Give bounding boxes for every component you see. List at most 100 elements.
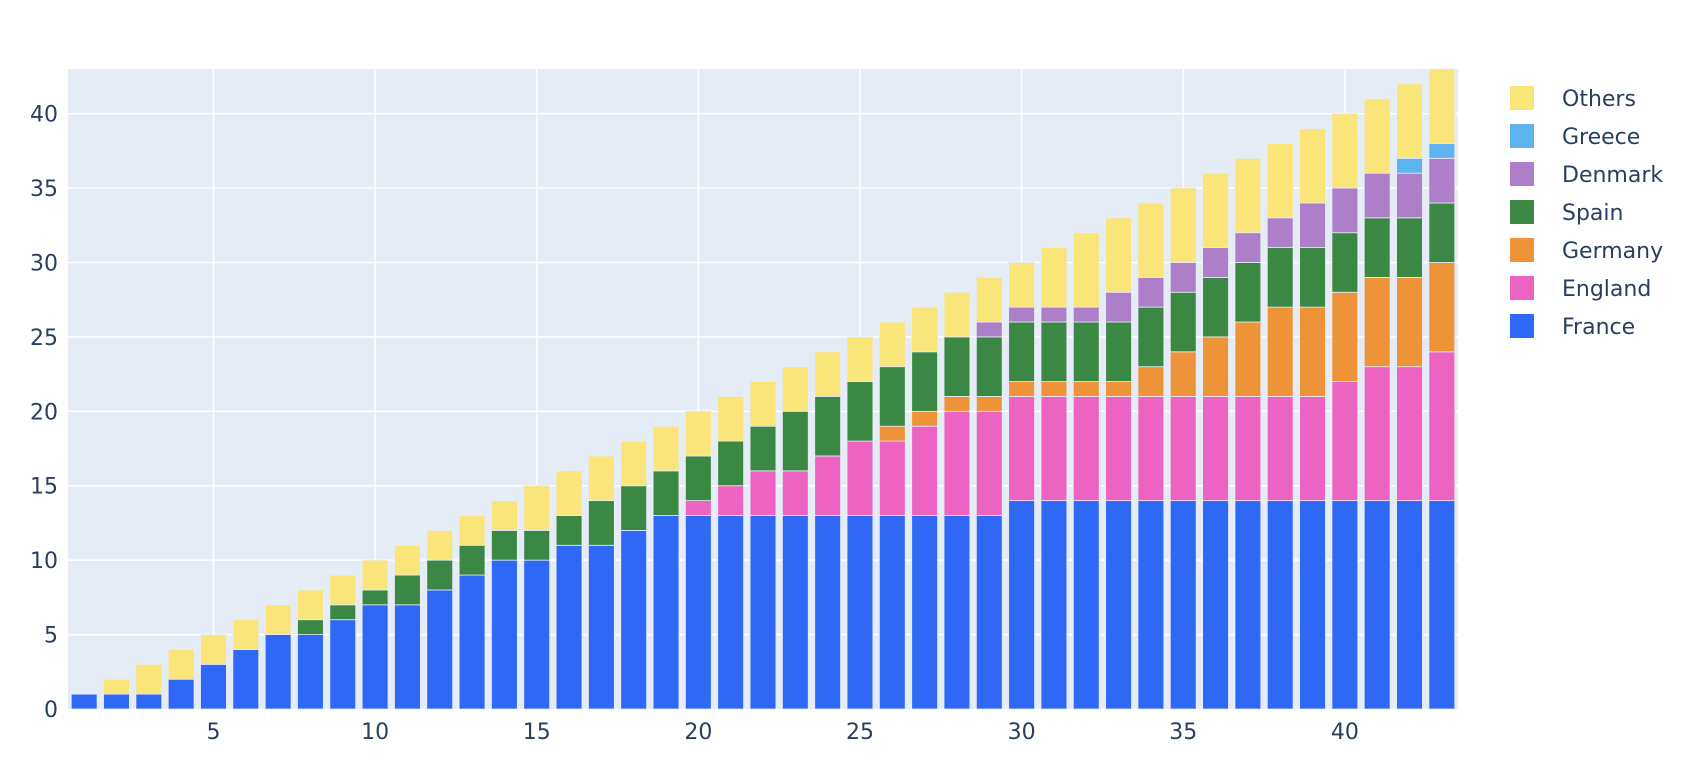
bar-segment-others xyxy=(329,574,357,606)
y-tick-label: 35 xyxy=(30,177,58,202)
bar-segment-france xyxy=(555,544,583,710)
bar-segment-spain xyxy=(1105,321,1132,382)
bar-segment-france xyxy=(652,515,680,710)
bar-segment-germany xyxy=(1008,381,1035,397)
bar-segment-others xyxy=(426,529,454,561)
bar-segment-france xyxy=(297,634,324,710)
bar-segment-france xyxy=(458,574,486,710)
y-tick-label: 40 xyxy=(30,103,58,128)
bar-segment-germany xyxy=(1202,336,1229,397)
y-tick-label: 15 xyxy=(30,475,58,500)
bar-segment-germany xyxy=(878,425,906,442)
bar-segment-greece xyxy=(1428,143,1456,159)
bar-segment-england xyxy=(717,485,745,516)
bar-segment-spain xyxy=(943,336,971,397)
bar-segment-denmark xyxy=(975,321,1003,338)
y-tick-label: 20 xyxy=(30,400,58,425)
bar-segment-spain xyxy=(329,604,357,621)
bar-segment-spain xyxy=(1202,276,1229,338)
x-tick-label: 15 xyxy=(523,720,551,745)
bar-segment-england xyxy=(1169,396,1197,502)
bar-segment-others xyxy=(620,440,648,487)
bar-segment-spain xyxy=(394,574,421,606)
bar-segment-denmark xyxy=(1008,306,1035,323)
bar-segment-spain xyxy=(781,410,809,472)
y-tick-label: 10 xyxy=(30,549,58,574)
bar-segment-others xyxy=(588,455,615,502)
bar-segment-france xyxy=(1266,500,1294,710)
bar-segment-denmark xyxy=(1105,291,1132,323)
x-tick-label: 40 xyxy=(1331,720,1359,745)
legend-swatch-others xyxy=(1510,86,1534,110)
bar-segment-england xyxy=(685,500,712,516)
bar-segment-spain xyxy=(717,440,745,487)
x-axis: 5 10 15 20 25 30 35 40 xyxy=(206,720,1358,745)
bar-segment-denmark xyxy=(1040,306,1068,323)
bar-segment-spain xyxy=(1072,321,1100,382)
bar-segment-others xyxy=(394,544,421,576)
bar-segment-spain xyxy=(1234,262,1262,323)
bar-segment-germany xyxy=(1105,381,1132,397)
bar-segment-spain xyxy=(1008,321,1035,382)
bar-segment-france xyxy=(1169,500,1197,710)
bar-segment-france xyxy=(943,515,971,710)
bar-segment-england xyxy=(1331,381,1359,502)
legend-swatch-greece xyxy=(1510,124,1534,148)
bar-segment-france xyxy=(1202,500,1229,710)
bar-segment-others xyxy=(167,649,195,680)
bar-segment-others xyxy=(555,470,583,516)
bar-segment-others xyxy=(1072,232,1100,308)
bar-segment-denmark xyxy=(1234,232,1262,263)
legend-label-france: France xyxy=(1562,315,1635,340)
bar-segment-others xyxy=(781,366,809,412)
bar-segment-spain xyxy=(749,425,777,472)
bar-segment-spain xyxy=(620,485,648,531)
bar-segment-denmark xyxy=(1266,217,1294,249)
bar-segment-france xyxy=(523,559,551,710)
bar-segment-denmark xyxy=(1363,172,1391,219)
bar-segment-germany xyxy=(1072,381,1100,397)
bar-segment-others xyxy=(103,678,130,695)
legend-label-spain: Spain xyxy=(1562,201,1623,226)
legend-label-others: Others xyxy=(1562,87,1636,112)
bar-segment-spain xyxy=(555,515,583,546)
bar-segment-spain xyxy=(523,529,551,561)
y-axis: 0 5 10 15 20 25 30 35 40 xyxy=(30,103,58,723)
bar-segment-france xyxy=(70,693,98,710)
bar-segment-france xyxy=(167,678,195,710)
bar-segment-spain xyxy=(814,396,841,457)
bar-segment-england xyxy=(1072,396,1100,502)
bar-segment-spain xyxy=(361,589,389,606)
bar-segment-germany xyxy=(1040,381,1068,397)
bar-segment-others xyxy=(232,619,260,650)
bar-segment-spain xyxy=(458,544,486,576)
bar-segment-france xyxy=(232,649,260,710)
legend-label-denmark: Denmark xyxy=(1562,163,1663,188)
bar-segment-others xyxy=(1202,172,1229,249)
bar-segment-spain xyxy=(911,351,938,412)
bar-segment-spain xyxy=(297,619,324,635)
bar-segment-denmark xyxy=(1428,157,1456,204)
bar-segment-spain xyxy=(1428,202,1456,263)
bar-segment-others xyxy=(685,410,712,457)
x-tick-label: 25 xyxy=(846,720,874,745)
bar-segment-spain xyxy=(426,559,454,591)
legend-swatch-england xyxy=(1510,276,1534,300)
bar-segment-spain xyxy=(1363,217,1391,278)
y-tick-label: 30 xyxy=(30,251,58,276)
bar-segment-england xyxy=(1234,396,1262,502)
legend-label-england: England xyxy=(1562,277,1651,302)
bar-segment-spain xyxy=(1169,291,1197,353)
bar-segment-germany xyxy=(911,410,938,427)
bar-segment-others xyxy=(878,321,906,368)
bar-segment-others xyxy=(1008,262,1035,308)
y-tick-label: 5 xyxy=(44,624,58,649)
bar-segment-france xyxy=(491,559,518,710)
bar-segment-england xyxy=(781,470,809,516)
legend-swatch-france xyxy=(1510,314,1534,338)
bar-segment-others xyxy=(297,589,324,621)
x-tick-label: 5 xyxy=(206,720,220,745)
bar-segment-spain xyxy=(1040,321,1068,382)
bar-segment-others xyxy=(943,291,971,338)
bar-segment-france xyxy=(426,589,454,710)
